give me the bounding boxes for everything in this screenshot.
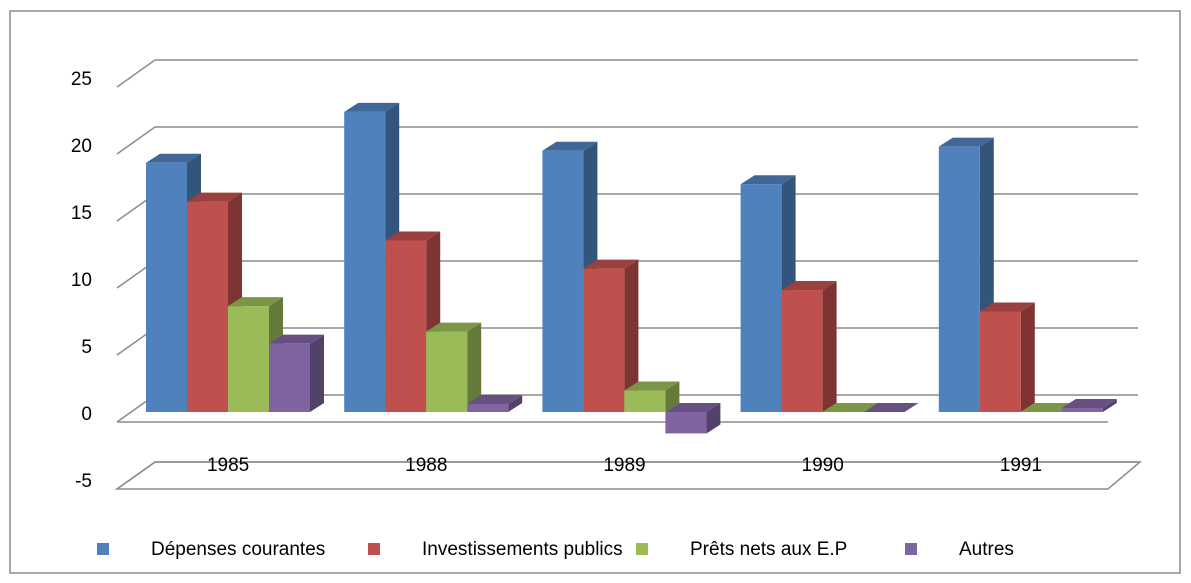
- bar-top: [781, 281, 837, 291]
- bar: [979, 311, 1021, 412]
- bar-top: [822, 403, 878, 412]
- legend-swatch: [97, 543, 109, 555]
- bar-top: [938, 137, 994, 147]
- bar-side: [665, 381, 680, 412]
- bar: [583, 268, 625, 412]
- bar: [228, 306, 269, 412]
- bar: [385, 240, 427, 412]
- bar: [938, 146, 980, 412]
- y-tick-label: 25: [71, 69, 92, 90]
- y-tick-label: -5: [75, 471, 92, 492]
- bar: [146, 162, 187, 412]
- bar-side: [1020, 302, 1035, 412]
- legend-swatch: [636, 543, 648, 555]
- bar-side: [508, 394, 523, 412]
- legend-label: Prêts nets aux E.P: [690, 539, 847, 560]
- grid-line: [116, 126, 1138, 155]
- bar-top: [583, 259, 639, 269]
- bar-top: [426, 322, 482, 332]
- bar-top: [467, 394, 523, 404]
- bar-top: [624, 381, 680, 391]
- bar-top: [385, 231, 441, 241]
- y-tick-label: 15: [71, 203, 92, 224]
- bar: [344, 111, 386, 412]
- x-tick-label: 1989: [603, 455, 645, 476]
- legend-label: Autres: [959, 539, 1014, 560]
- bar: [665, 412, 707, 434]
- bar-top: [740, 175, 796, 185]
- bar: [426, 331, 468, 412]
- bar-top: [979, 302, 1035, 312]
- bar-top: [344, 102, 400, 112]
- bar-top: [863, 403, 919, 412]
- x-tick-label: 1991: [1000, 455, 1042, 476]
- y-tick-label: 5: [81, 337, 92, 358]
- bar-side: [706, 403, 721, 434]
- y-tick-label: 0: [81, 404, 92, 425]
- bar-side: [1102, 398, 1117, 412]
- bar-top: [665, 403, 721, 412]
- legend-label: Investissements publics: [422, 539, 623, 560]
- y-tick-label: 10: [71, 270, 92, 291]
- x-tick-label: 1988: [405, 455, 447, 476]
- x-tick-label: 1985: [207, 455, 249, 476]
- bar-side: [624, 259, 639, 412]
- bar: [542, 150, 584, 412]
- x-tick-label: 1990: [802, 455, 844, 476]
- bar-top: [228, 297, 283, 307]
- bar: [624, 390, 666, 412]
- bar: [740, 184, 782, 412]
- legend-label: Dépenses courantes: [151, 539, 325, 560]
- legend-swatch: [905, 543, 917, 555]
- bar: [1061, 407, 1103, 412]
- base-plane: [114, 461, 1143, 490]
- grid-line: [116, 59, 1138, 88]
- bar: [187, 201, 228, 412]
- bar-side: [822, 281, 837, 412]
- bar-top: [1061, 398, 1117, 408]
- bar: [269, 343, 310, 412]
- bar: [467, 403, 509, 412]
- bar-top: [187, 192, 242, 202]
- y-tick-label: 20: [71, 136, 92, 157]
- bar: [781, 290, 823, 412]
- bar-side: [310, 334, 324, 412]
- bar-top: [269, 334, 324, 344]
- bar-top: [146, 153, 201, 163]
- legend-swatch: [368, 543, 380, 555]
- bar-top: [542, 141, 598, 151]
- bar-side: [467, 322, 482, 412]
